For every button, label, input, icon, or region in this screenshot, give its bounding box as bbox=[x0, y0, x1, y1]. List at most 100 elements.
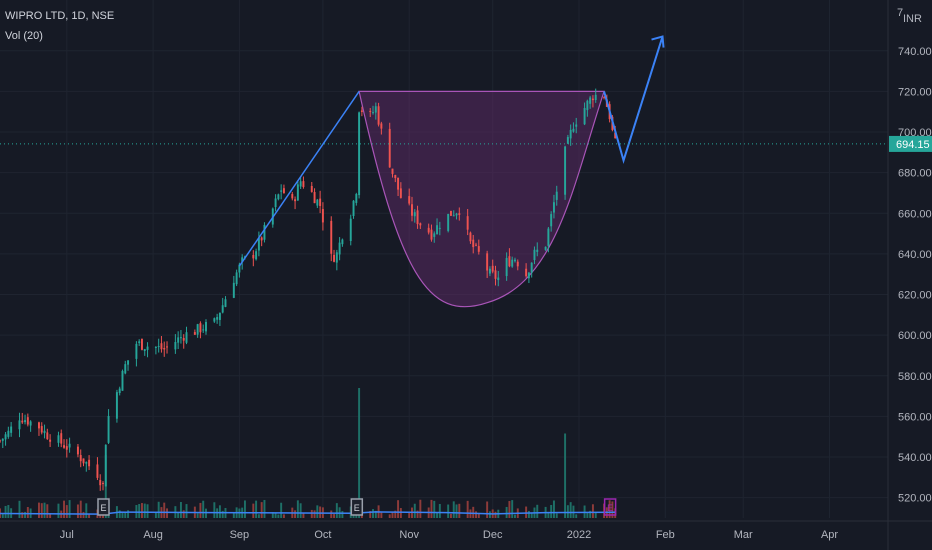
scale-marker: 7 bbox=[897, 7, 903, 19]
candle-body bbox=[408, 196, 411, 204]
candle-body bbox=[199, 323, 202, 333]
candle-body bbox=[37, 422, 40, 429]
volume-bar bbox=[358, 388, 361, 518]
candle-body bbox=[296, 184, 299, 201]
volume-bar bbox=[313, 510, 316, 518]
earnings-marker bbox=[97, 498, 110, 516]
candle-body bbox=[447, 213, 450, 231]
candle-body bbox=[260, 237, 263, 241]
price-tick-label: 560.00 bbox=[898, 411, 932, 423]
volume-bar bbox=[525, 506, 528, 518]
volume-bar bbox=[199, 502, 202, 518]
candle-body bbox=[427, 227, 430, 233]
candle-body bbox=[218, 312, 221, 320]
candle-body bbox=[294, 199, 297, 202]
volume-bar bbox=[466, 500, 469, 518]
candle-body bbox=[321, 209, 324, 223]
candle-body bbox=[65, 446, 68, 450]
price-tick-label: 660.00 bbox=[898, 208, 932, 220]
candle-body bbox=[174, 341, 177, 350]
volume-bar bbox=[4, 505, 7, 518]
candle-body bbox=[68, 443, 71, 448]
volume-bar bbox=[430, 499, 433, 518]
candle-body bbox=[603, 97, 606, 99]
candle-body bbox=[352, 200, 355, 216]
volume-bar bbox=[43, 502, 46, 518]
volume-bar bbox=[564, 433, 567, 518]
time-tick-label: Jul bbox=[60, 529, 74, 541]
candle-body bbox=[536, 249, 539, 252]
volume-bar bbox=[438, 503, 441, 518]
candle-body bbox=[224, 299, 227, 307]
candle-body bbox=[29, 421, 32, 426]
candle-body bbox=[572, 128, 575, 132]
volume-bar bbox=[40, 503, 43, 518]
candle-body bbox=[49, 439, 52, 442]
candle-body bbox=[438, 227, 441, 229]
volume-bar bbox=[76, 504, 79, 518]
volume-bar bbox=[569, 502, 572, 518]
cup-pattern-shape bbox=[358, 90, 605, 308]
candle-body bbox=[369, 110, 372, 112]
time-tick-label: Nov bbox=[399, 529, 419, 541]
time-tick-label: Mar bbox=[734, 529, 753, 541]
candle-body bbox=[216, 317, 219, 320]
price-tick-label: 540.00 bbox=[898, 452, 932, 464]
volume-bar bbox=[138, 504, 141, 518]
volume-bar bbox=[449, 513, 452, 518]
candle-body bbox=[433, 233, 436, 237]
volume-bar bbox=[177, 511, 180, 518]
volume-bar bbox=[575, 514, 578, 518]
candle-body bbox=[399, 188, 402, 198]
candle-body bbox=[477, 246, 480, 252]
volume-bar bbox=[154, 512, 157, 518]
time-tick-label: Aug bbox=[143, 529, 163, 541]
candle-body bbox=[21, 420, 24, 423]
volume-bar bbox=[505, 506, 508, 518]
price-tick-label: 580.00 bbox=[898, 371, 932, 383]
candle-body bbox=[525, 268, 528, 277]
volume-bar bbox=[68, 500, 71, 518]
candle-body bbox=[316, 199, 319, 206]
candle-body bbox=[472, 239, 475, 248]
candle-body bbox=[196, 324, 199, 335]
candle-body bbox=[505, 257, 508, 277]
volume-bar bbox=[530, 512, 533, 518]
candle-body bbox=[185, 332, 188, 343]
volume-bar bbox=[319, 506, 322, 518]
candle-body bbox=[377, 106, 380, 125]
volume-bar bbox=[547, 511, 550, 518]
volume-bar bbox=[49, 513, 52, 518]
candle-body bbox=[466, 216, 469, 230]
candle-body bbox=[360, 110, 363, 112]
price-tick-label: 620.00 bbox=[898, 290, 932, 302]
candle-body bbox=[486, 253, 489, 271]
volume-bar bbox=[1, 513, 4, 518]
volume-bar bbox=[514, 514, 516, 518]
candle-body bbox=[140, 339, 143, 350]
currency-label: INR bbox=[903, 13, 922, 25]
volume-ma-line bbox=[0, 511, 616, 515]
volume-bar bbox=[374, 510, 377, 518]
volume-indicator-label: Vol (20) bbox=[5, 30, 43, 42]
candle-body bbox=[319, 198, 322, 206]
volume-bar bbox=[294, 510, 297, 518]
volume-bar bbox=[310, 509, 313, 518]
candle-body bbox=[163, 347, 166, 350]
volume-bar bbox=[433, 500, 436, 518]
candle-body bbox=[552, 202, 555, 213]
candle-body bbox=[380, 123, 383, 129]
candle-body bbox=[232, 282, 235, 298]
volume-bar bbox=[488, 511, 491, 518]
candle-body bbox=[388, 128, 391, 168]
candle-body bbox=[255, 251, 258, 260]
volume-bar bbox=[196, 513, 199, 518]
volume-bar bbox=[591, 504, 594, 518]
candle-body bbox=[594, 94, 597, 101]
candle-body bbox=[63, 445, 65, 448]
volume-bar bbox=[46, 504, 49, 518]
volume-bar bbox=[413, 503, 416, 518]
candle-body bbox=[76, 446, 79, 455]
